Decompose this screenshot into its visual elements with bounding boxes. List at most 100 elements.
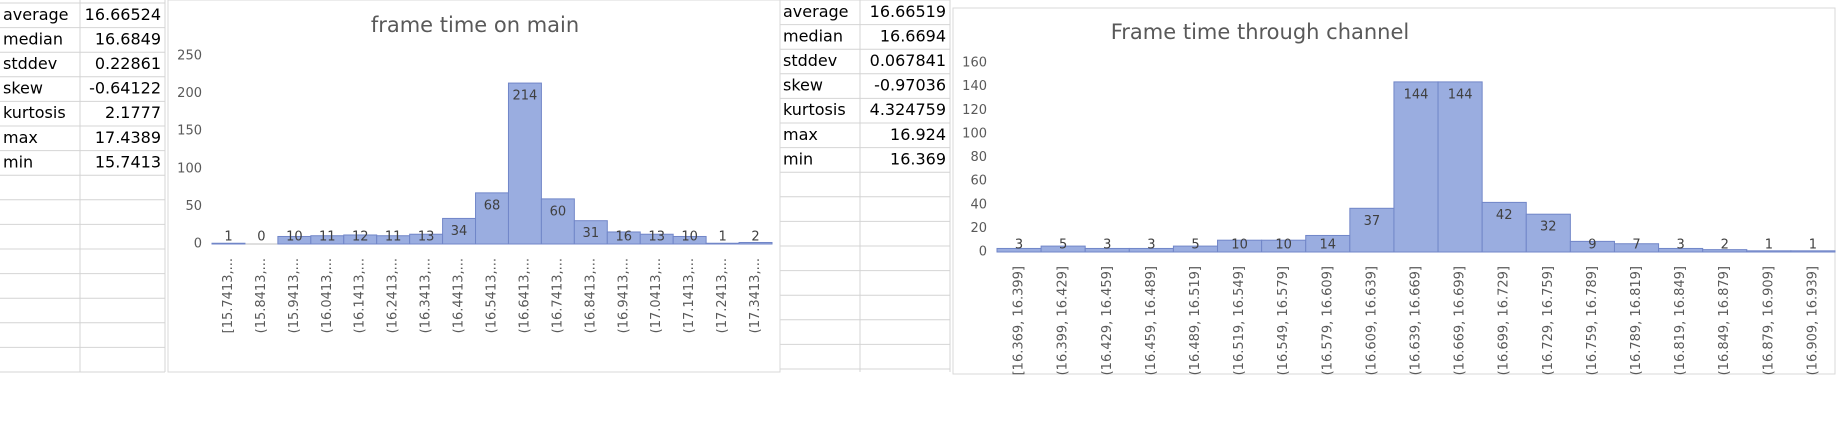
y-tick-label: 20 <box>970 221 987 236</box>
data-label: 9 <box>1588 238 1596 253</box>
cell-label: average <box>783 2 849 21</box>
data-label: 3 <box>1676 238 1684 253</box>
data-label: 60 <box>550 204 567 219</box>
cell-label: average <box>3 5 69 24</box>
data-label: 10 <box>1275 238 1292 253</box>
y-tick-label: 60 <box>970 174 987 189</box>
x-tick-label: (16.9413,... <box>616 258 631 333</box>
y-tick-label: 100 <box>177 161 202 176</box>
cell-label: min <box>783 149 813 168</box>
data-label: 32 <box>1540 220 1557 235</box>
bar <box>442 217 477 245</box>
cell-label: skew <box>783 76 823 95</box>
data-label: 68 <box>484 198 501 213</box>
data-label: 3 <box>1103 238 1111 253</box>
data-label: 10 <box>1231 238 1248 253</box>
x-tick-label: (16.699, 16.729] <box>1497 266 1512 375</box>
x-tick-label: (16.4413,... <box>452 258 467 333</box>
data-label: 3 <box>1015 238 1023 253</box>
x-tick-label: (16.429, 16.459] <box>1100 266 1115 375</box>
bar <box>475 192 509 245</box>
x-tick-label: (16.489, 16.519] <box>1188 266 1203 375</box>
data-label: 1 <box>1765 238 1773 253</box>
cell-value: 2.1777 <box>105 103 161 122</box>
data-label: 31 <box>583 226 600 241</box>
y-tick-label: 160 <box>962 56 987 71</box>
bar <box>1613 243 1660 253</box>
x-tick-label: (16.7413,... <box>550 258 565 333</box>
data-label: 37 <box>1364 214 1381 229</box>
cell-value: 4.324759 <box>870 100 946 119</box>
cell-label: max <box>783 125 818 144</box>
chart-title: frame time on main <box>371 13 579 37</box>
bar <box>1525 213 1571 253</box>
bar <box>672 235 707 245</box>
y-tick-label: 100 <box>962 126 987 141</box>
chart-title: Frame time through channel <box>1111 20 1410 44</box>
data-label: 144 <box>1448 87 1473 102</box>
x-tick-label: (16.399, 16.429] <box>1056 266 1071 375</box>
x-tick-label: (17.3413,... <box>748 258 763 333</box>
cell-label: stddev <box>783 51 837 70</box>
data-label: 16 <box>615 230 632 245</box>
cell-value: 16.369 <box>890 149 946 168</box>
x-tick-label: (16.2413,... <box>386 258 401 333</box>
x-tick-label: (17.1413,... <box>682 258 697 333</box>
data-label: 7 <box>1632 238 1640 253</box>
x-tick-label: (16.579, 16.609] <box>1320 266 1335 375</box>
y-tick-label: 120 <box>962 103 987 118</box>
bar <box>1393 81 1439 253</box>
cell-label: stddev <box>3 54 57 73</box>
bar <box>507 82 542 245</box>
chart-area <box>167 0 781 373</box>
cell-value: 15.7413 <box>95 152 161 171</box>
cell-label: max <box>3 128 38 147</box>
y-tick-label: 0 <box>979 245 987 260</box>
bar <box>738 241 773 245</box>
x-tick-label: (16.729, 16.759] <box>1541 266 1556 375</box>
data-label: 34 <box>451 224 468 239</box>
x-tick-label: (16.789, 16.819] <box>1629 266 1644 375</box>
x-tick-label: (16.3413,... <box>419 258 434 333</box>
cell-value: -0.97036 <box>874 76 946 95</box>
y-tick-label: 50 <box>185 199 202 214</box>
x-tick-label: (16.8413,... <box>583 258 598 333</box>
x-tick-label: (16.1413,... <box>353 258 368 333</box>
x-tick-label: (16.759, 16.789] <box>1585 266 1600 375</box>
data-label: 13 <box>418 230 435 245</box>
y-tick-label: 250 <box>177 49 202 64</box>
cell-value: 16.66519 <box>870 2 946 21</box>
data-label: 214 <box>513 89 538 104</box>
data-label: 1 <box>1809 238 1817 253</box>
cell-value: 0.22861 <box>95 54 161 73</box>
data-label: 5 <box>1191 238 1199 253</box>
x-tick-label: (16.849, 16.879] <box>1717 266 1732 375</box>
x-tick-label: (16.0413,... <box>320 258 335 333</box>
cell-label: median <box>783 26 843 45</box>
data-label: 10 <box>286 230 303 245</box>
x-tick-label: (16.609, 16.639] <box>1364 266 1379 375</box>
y-tick-label: 0 <box>194 237 202 252</box>
data-label: 11 <box>319 230 336 245</box>
data-label: 5 <box>1059 238 1067 253</box>
cell-label: min <box>3 152 33 171</box>
y-tick-label: 40 <box>970 197 987 212</box>
x-tick-label: (16.819, 16.849] <box>1673 266 1688 375</box>
cell-label: skew <box>3 79 43 98</box>
y-tick-label: 80 <box>970 150 987 165</box>
data-label: 0 <box>257 230 265 245</box>
cell-value: -0.64122 <box>89 79 161 98</box>
y-tick-label: 200 <box>177 86 202 101</box>
bar <box>1481 201 1527 253</box>
cell-label: kurtosis <box>783 100 846 119</box>
x-tick-label: (17.2413,... <box>715 258 730 333</box>
y-tick-label: 150 <box>177 124 202 139</box>
x-tick-label: (16.669, 16.699] <box>1453 266 1468 375</box>
x-tick-label: (16.879, 16.909] <box>1761 266 1776 375</box>
data-label: 3 <box>1147 238 1155 253</box>
bar <box>540 198 575 245</box>
cell-value: 17.4389 <box>95 128 161 147</box>
data-label: 12 <box>352 230 369 245</box>
x-tick-label: [15.7413,... <box>221 258 236 333</box>
